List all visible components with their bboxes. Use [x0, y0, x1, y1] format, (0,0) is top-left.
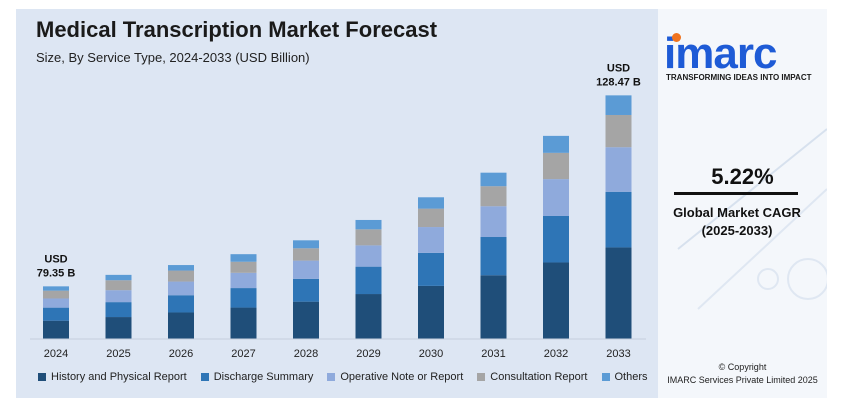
cagr-value: 5.22% — [711, 164, 774, 189]
legend-label: Consultation Report — [490, 371, 588, 383]
bar-segment — [230, 254, 257, 262]
cagr-label: Global Market CAGR (2025-2033) — [658, 204, 816, 240]
copyright-line1: © Copyright — [718, 362, 767, 372]
bar-segment — [418, 208, 444, 228]
background-decoration — [677, 128, 827, 310]
legend-label: Discharge Summary — [213, 371, 314, 383]
bar-segment — [605, 191, 632, 248]
bar-segment — [543, 152, 569, 180]
legend-swatch — [38, 373, 46, 381]
bar-segment — [418, 227, 444, 253]
bar-segment — [43, 298, 69, 308]
bar-segment — [105, 274, 132, 281]
x-tick-label: 2033 — [606, 348, 630, 360]
bar-segment — [230, 288, 257, 308]
chart-subtitle: Size, By Service Type, 2024-2033 (USD Bi… — [36, 50, 310, 65]
copyright-line2: IMARC Services Private Limited 2025 — [667, 375, 818, 385]
bar-segment — [230, 307, 257, 339]
bar-segment — [293, 240, 319, 249]
total-label: 128.47 B — [596, 76, 641, 88]
bar-segment — [230, 261, 257, 273]
x-tick-label: 2027 — [231, 348, 255, 360]
bar-segment — [543, 215, 569, 263]
legend-item: Operative Note or Report — [327, 371, 463, 383]
bar-segment — [293, 301, 319, 339]
bar-segment — [480, 186, 507, 207]
total-label: USD — [44, 253, 67, 265]
x-tick-label: 2030 — [419, 348, 443, 360]
bar-segment — [355, 266, 382, 295]
logo-dot-icon — [672, 33, 681, 42]
bar-segment — [168, 270, 194, 282]
brand-tagline: TRANSFORMING IDEAS INTO IMPACT — [666, 73, 812, 82]
bar-segment — [543, 262, 569, 339]
bar-segment — [43, 286, 69, 291]
bar-segment — [480, 275, 507, 339]
bar-segment — [168, 281, 194, 296]
legend-label: Others — [614, 371, 648, 383]
legend-item: Others — [601, 371, 648, 383]
bar-segment — [543, 135, 569, 153]
bar-segment — [543, 179, 569, 216]
legend-label: Operative Note or Report — [340, 371, 464, 383]
bar-segment — [168, 295, 194, 313]
cagr-label-line1: Global Market CAGR — [673, 205, 801, 220]
bar-segment — [605, 95, 632, 115]
bar-segment — [355, 294, 382, 339]
bar-segment — [105, 317, 132, 339]
bar-segment — [43, 290, 69, 299]
legend-swatch — [477, 373, 486, 381]
bar-segment — [168, 265, 194, 271]
x-tick-label: 2028 — [294, 348, 318, 360]
bar-segment — [480, 172, 507, 187]
bar-segment — [43, 307, 69, 321]
legend: History and Physical Report Discharge Sum… — [38, 371, 648, 383]
total-label: USD — [607, 62, 630, 74]
bar-segment — [605, 114, 632, 148]
cagr-divider — [674, 192, 798, 195]
bar-segment — [355, 229, 382, 246]
cagr-label-line2: (2025-2033) — [701, 223, 773, 238]
bar-segment — [293, 278, 319, 302]
bar-segment — [418, 252, 444, 286]
legend-item: History and Physical Report — [38, 371, 187, 383]
legend-item: Consultation Report — [477, 371, 588, 383]
bar-segment — [293, 260, 319, 279]
bar-segment — [418, 197, 444, 209]
bar-segment — [480, 237, 507, 276]
brand-panel: imarc TRANSFORMING IDEAS INTO IMPACT 5.2… — [658, 9, 827, 398]
bar-segment — [105, 302, 132, 318]
imarc-logo: imarc — [664, 29, 777, 78]
copyright: © Copyright IMARC Services Private Limit… — [658, 361, 827, 387]
legend-swatch — [327, 373, 336, 381]
bar-chart: 2024 USD 79.35 B 2025 2026 2027 2028 2029 2030 20… — [30, 62, 646, 360]
bar-segment — [480, 206, 507, 238]
x-tick-label: 2024 — [44, 348, 68, 360]
x-tick-label: 2025 — [106, 348, 130, 360]
bar-segment — [355, 219, 382, 230]
bar-segment — [230, 272, 257, 289]
bar-segment — [43, 320, 69, 339]
legend-item: Discharge Summary — [200, 371, 314, 383]
bar-segment — [168, 312, 194, 339]
legend-swatch — [601, 373, 610, 381]
bar-segment — [293, 248, 319, 261]
total-label: 79.35 B — [37, 267, 76, 279]
bar-segment — [105, 290, 132, 303]
x-tick-label: 2032 — [544, 348, 568, 360]
plot-area: 2024 USD 79.35 B 2025 2026 2027 2028 2029 2030 20… — [16, 9, 656, 398]
bar-segment — [418, 285, 444, 339]
x-tick-label: 2031 — [481, 348, 505, 360]
chart-panel: Medical Transcription Market Forecast Si… — [16, 9, 656, 398]
legend-swatch — [200, 373, 209, 381]
x-tick-label: 2029 — [356, 348, 380, 360]
legend-label: History and Physical Report — [51, 371, 187, 383]
bar-segment — [605, 247, 632, 339]
x-tick-label: 2026 — [169, 348, 193, 360]
bar-segment — [105, 280, 132, 291]
bar-segment — [355, 245, 382, 267]
bar-segment — [605, 147, 632, 192]
chart-title: Medical Transcription Market Forecast — [36, 17, 438, 42]
